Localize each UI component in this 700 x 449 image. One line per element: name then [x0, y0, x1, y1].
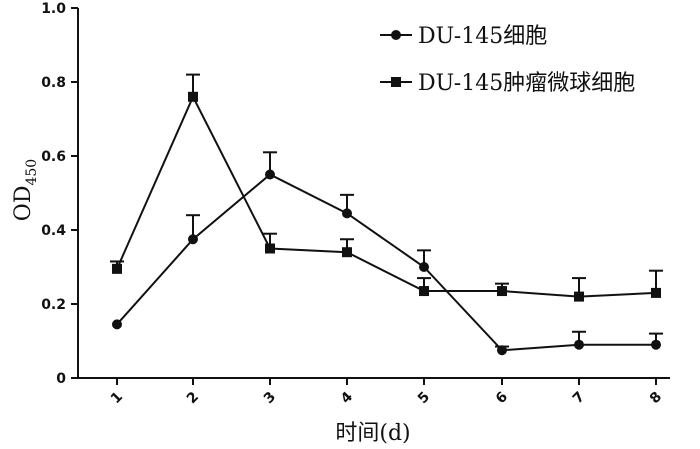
x-tick-label: 5: [415, 389, 433, 407]
axes: [77, 8, 670, 379]
legend-marker-circle: [391, 30, 401, 40]
series-line-1: [116, 94, 657, 298]
series-1: [110, 73, 663, 302]
series-0: [112, 151, 663, 356]
y-tick-label: 0.8: [41, 75, 66, 91]
legend-item-1: DU-145肿瘤微球细胞: [380, 71, 635, 96]
series-layer: [110, 73, 663, 356]
legend: DU-145细胞 DU-145肿瘤微球细胞: [380, 24, 635, 96]
legend-label-1: DU-145肿瘤微球细胞: [418, 71, 635, 96]
y-axis-ticks: 0 0.2 0.4 0.6 0.8 1.0: [41, 1, 78, 387]
data-point-square: [651, 287, 661, 298]
data-point-square: [497, 286, 507, 297]
series-line-0: [116, 173, 656, 352]
y-tick-label: 0.2: [41, 297, 66, 313]
y-tick-label: 0.6: [41, 149, 66, 165]
data-point-square: [342, 247, 352, 258]
y-axis-label: OD450: [11, 159, 40, 221]
legend-label-0: DU-145细胞: [418, 24, 547, 49]
x-tick-label: 7: [570, 389, 588, 407]
x-axis-label: 时间(d): [335, 421, 410, 446]
y-axis-label-subscript: 450: [24, 159, 40, 186]
x-tick-label: 8: [647, 389, 665, 407]
x-tick-label: 1: [108, 389, 126, 407]
x-tick-label: 2: [184, 389, 202, 407]
data-point-square: [419, 286, 429, 297]
x-tick-label: 4: [338, 389, 356, 407]
y-axis-label-main: OD: [11, 186, 36, 222]
data-point-circle: [419, 262, 429, 272]
data-point-circle: [265, 169, 275, 180]
data-point-circle: [188, 234, 198, 245]
x-tick-label: 3: [261, 389, 279, 407]
x-axis-ticks: 1 2 3 4 5 6 7 8: [108, 378, 665, 407]
y-tick-label: 0: [56, 371, 66, 387]
legend-marker-square: [391, 77, 401, 87]
data-point-square: [112, 263, 122, 274]
data-point-square: [188, 91, 198, 102]
data-point-circle: [651, 339, 661, 350]
x-tick-label: 6: [493, 389, 511, 407]
data-point-square: [574, 291, 584, 302]
legend-item-0: DU-145细胞: [380, 24, 547, 49]
data-point-circle: [342, 208, 352, 219]
data-point-circle: [497, 345, 507, 356]
data-point-circle: [112, 319, 122, 330]
y-tick-label: 1.0: [41, 1, 66, 17]
data-point-circle: [574, 339, 584, 350]
y-tick-label: 0.4: [41, 223, 66, 239]
data-point-square: [265, 243, 275, 254]
